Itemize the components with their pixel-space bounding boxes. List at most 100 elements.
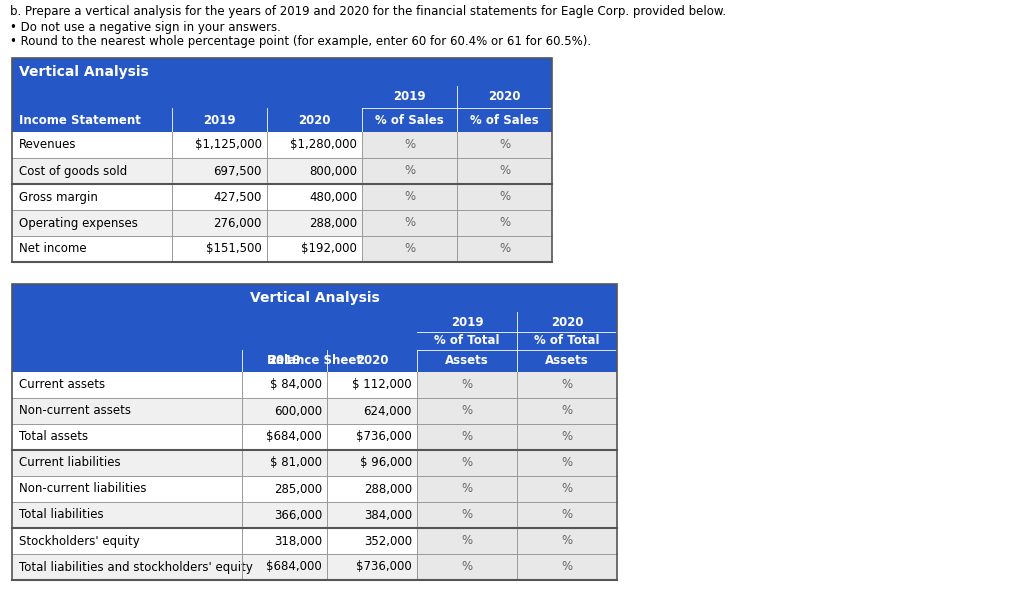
Bar bbox=[12, 132, 552, 158]
Bar bbox=[362, 132, 457, 158]
Bar bbox=[12, 372, 617, 398]
Text: 427,500: 427,500 bbox=[214, 190, 262, 204]
Text: 276,000: 276,000 bbox=[214, 217, 262, 229]
Bar bbox=[12, 210, 552, 236]
Text: %: % bbox=[561, 456, 572, 470]
Text: Total liabilities: Total liabilities bbox=[19, 509, 103, 522]
Text: %: % bbox=[462, 378, 472, 392]
Text: 2019: 2019 bbox=[393, 90, 426, 104]
Text: Non-current assets: Non-current assets bbox=[19, 404, 131, 417]
Text: %: % bbox=[561, 483, 572, 495]
Text: $ 112,000: $ 112,000 bbox=[352, 378, 412, 392]
Text: Gross margin: Gross margin bbox=[19, 190, 98, 204]
Text: 2019: 2019 bbox=[203, 113, 236, 126]
Bar bbox=[457, 132, 552, 158]
Text: $736,000: $736,000 bbox=[356, 431, 412, 443]
Text: %: % bbox=[561, 431, 572, 443]
Bar bbox=[12, 158, 552, 184]
Text: %: % bbox=[462, 509, 472, 522]
Bar bbox=[12, 528, 617, 554]
Text: Operating expenses: Operating expenses bbox=[19, 217, 138, 229]
Text: Net income: Net income bbox=[19, 243, 87, 256]
Text: $ 84,000: $ 84,000 bbox=[270, 378, 322, 392]
Text: Non-current liabilities: Non-current liabilities bbox=[19, 483, 146, 495]
Text: %: % bbox=[462, 431, 472, 443]
Text: 480,000: 480,000 bbox=[309, 190, 357, 204]
Bar bbox=[457, 236, 552, 262]
Text: %: % bbox=[561, 509, 572, 522]
Text: 384,000: 384,000 bbox=[364, 509, 412, 522]
Text: %: % bbox=[499, 243, 510, 256]
Text: %: % bbox=[403, 190, 415, 204]
Text: 2019: 2019 bbox=[268, 354, 301, 367]
Text: Vertical Analysis: Vertical Analysis bbox=[19, 65, 148, 79]
Bar bbox=[362, 184, 457, 210]
Text: %: % bbox=[403, 138, 415, 151]
Text: $192,000: $192,000 bbox=[301, 243, 357, 256]
Text: 318,000: 318,000 bbox=[273, 534, 322, 548]
Text: %: % bbox=[403, 217, 415, 229]
Bar bbox=[457, 184, 552, 210]
Bar bbox=[12, 424, 617, 450]
Text: $151,500: $151,500 bbox=[206, 243, 262, 256]
Text: 2020: 2020 bbox=[355, 354, 388, 367]
Text: Current liabilities: Current liabilities bbox=[19, 456, 121, 470]
Bar bbox=[12, 58, 552, 132]
Text: 2020: 2020 bbox=[298, 113, 331, 126]
Bar bbox=[12, 502, 617, 528]
Bar bbox=[517, 450, 617, 476]
Text: Vertical Analysis: Vertical Analysis bbox=[250, 291, 379, 305]
Text: %: % bbox=[499, 165, 510, 178]
Text: Assets: Assets bbox=[445, 354, 488, 367]
Bar bbox=[517, 476, 617, 502]
Bar bbox=[517, 424, 617, 450]
Text: %: % bbox=[403, 243, 415, 256]
Text: $684,000: $684,000 bbox=[266, 561, 322, 573]
Bar bbox=[517, 398, 617, 424]
Text: Current assets: Current assets bbox=[19, 378, 105, 392]
Text: Total assets: Total assets bbox=[19, 431, 88, 443]
Bar bbox=[517, 528, 617, 554]
Text: $684,000: $684,000 bbox=[266, 431, 322, 443]
Text: %: % bbox=[561, 561, 572, 573]
Text: %: % bbox=[403, 165, 415, 178]
Text: Total liabilities and stockholders' equity: Total liabilities and stockholders' equi… bbox=[19, 561, 253, 573]
Bar bbox=[517, 502, 617, 528]
Text: %: % bbox=[499, 217, 510, 229]
Text: 288,000: 288,000 bbox=[364, 483, 412, 495]
Text: 285,000: 285,000 bbox=[273, 483, 322, 495]
Text: b. Prepare a vertical analysis for the years of 2019 and 2020 for the financial : b. Prepare a vertical analysis for the y… bbox=[10, 5, 726, 18]
Text: %: % bbox=[561, 404, 572, 417]
Text: 2020: 2020 bbox=[551, 315, 584, 329]
Bar bbox=[12, 58, 552, 262]
Bar bbox=[12, 284, 617, 372]
Text: % of Sales: % of Sales bbox=[375, 113, 443, 126]
Text: %: % bbox=[462, 483, 472, 495]
Text: $ 81,000: $ 81,000 bbox=[270, 456, 322, 470]
Bar bbox=[457, 158, 552, 184]
Text: % of Total: % of Total bbox=[535, 334, 600, 348]
Bar bbox=[457, 210, 552, 236]
Bar bbox=[517, 372, 617, 398]
Text: $ 96,000: $ 96,000 bbox=[359, 456, 412, 470]
Text: %: % bbox=[462, 404, 472, 417]
Bar bbox=[417, 554, 517, 580]
Bar bbox=[417, 372, 517, 398]
Bar bbox=[12, 554, 617, 580]
Text: % of Total: % of Total bbox=[434, 334, 500, 348]
Text: %: % bbox=[561, 378, 572, 392]
Text: % of Sales: % of Sales bbox=[470, 113, 539, 126]
Bar bbox=[12, 398, 617, 424]
Bar bbox=[362, 236, 457, 262]
Bar bbox=[417, 528, 517, 554]
Bar bbox=[12, 450, 617, 476]
Bar bbox=[12, 184, 552, 210]
Text: Balance Sheet: Balance Sheet bbox=[267, 354, 362, 367]
Text: Cost of goods sold: Cost of goods sold bbox=[19, 165, 127, 178]
Bar bbox=[417, 502, 517, 528]
Text: 366,000: 366,000 bbox=[273, 509, 322, 522]
Text: Stockholders' equity: Stockholders' equity bbox=[19, 534, 139, 548]
Bar bbox=[362, 210, 457, 236]
Text: $1,280,000: $1,280,000 bbox=[290, 138, 357, 151]
Text: %: % bbox=[561, 534, 572, 548]
